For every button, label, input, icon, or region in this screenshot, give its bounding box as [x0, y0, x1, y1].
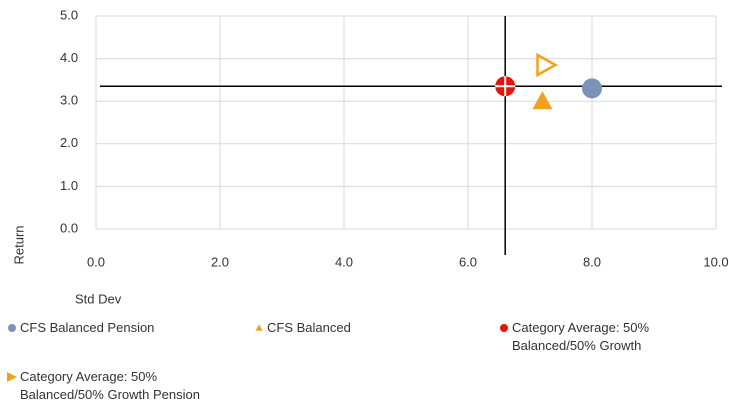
- x-axis-label: Std Dev: [75, 291, 122, 306]
- y-tick-label: 4.0: [60, 50, 78, 65]
- point: [536, 52, 559, 78]
- legend-label: CFS Balanced: [267, 320, 351, 335]
- y-tick-label: 3.0: [60, 93, 78, 108]
- x-tick-label: 10.0: [703, 254, 728, 269]
- x-tick-label: 6.0: [459, 254, 477, 269]
- y-tick-label: 0.0: [60, 220, 78, 235]
- x-tick-label: 8.0: [583, 254, 601, 269]
- x-tick-label: 4.0: [335, 254, 353, 269]
- point: [532, 91, 553, 110]
- legend-item: CFS Balanced Pension: [6, 319, 236, 337]
- legend-label: CFS Balanced Pension: [20, 320, 155, 335]
- point: [255, 324, 263, 331]
- point: [495, 76, 516, 97]
- y-tick-label: 5.0: [60, 7, 78, 22]
- point-cross: [495, 76, 516, 97]
- legend-item: Category Average: 50% Balanced/50% Growt…: [6, 368, 216, 404]
- swatch: [7, 372, 17, 382]
- legend-swatch: [500, 324, 508, 332]
- y-tick-label: 2.0: [60, 135, 78, 150]
- y-axis-label: Return: [11, 225, 26, 264]
- legend-swatch: [7, 372, 17, 382]
- legend-swatch: [8, 324, 16, 332]
- legend-item: Category Average: 50% Balanced/50% Growt…: [498, 319, 668, 355]
- legend-item: CFS Balanced: [253, 319, 483, 337]
- y-tick-label: 1.0: [60, 178, 78, 193]
- legend-label: Category Average: 50% Balanced/50% Growt…: [512, 320, 650, 353]
- point: [500, 324, 508, 332]
- x-tick-label: 2.0: [211, 254, 229, 269]
- legend-label: Category Average: 50% Balanced/50% Growt…: [20, 369, 200, 402]
- point: [8, 324, 16, 332]
- legend-swatch: [255, 324, 263, 331]
- x-tick-label: 0.0: [87, 254, 105, 269]
- point: [582, 78, 602, 99]
